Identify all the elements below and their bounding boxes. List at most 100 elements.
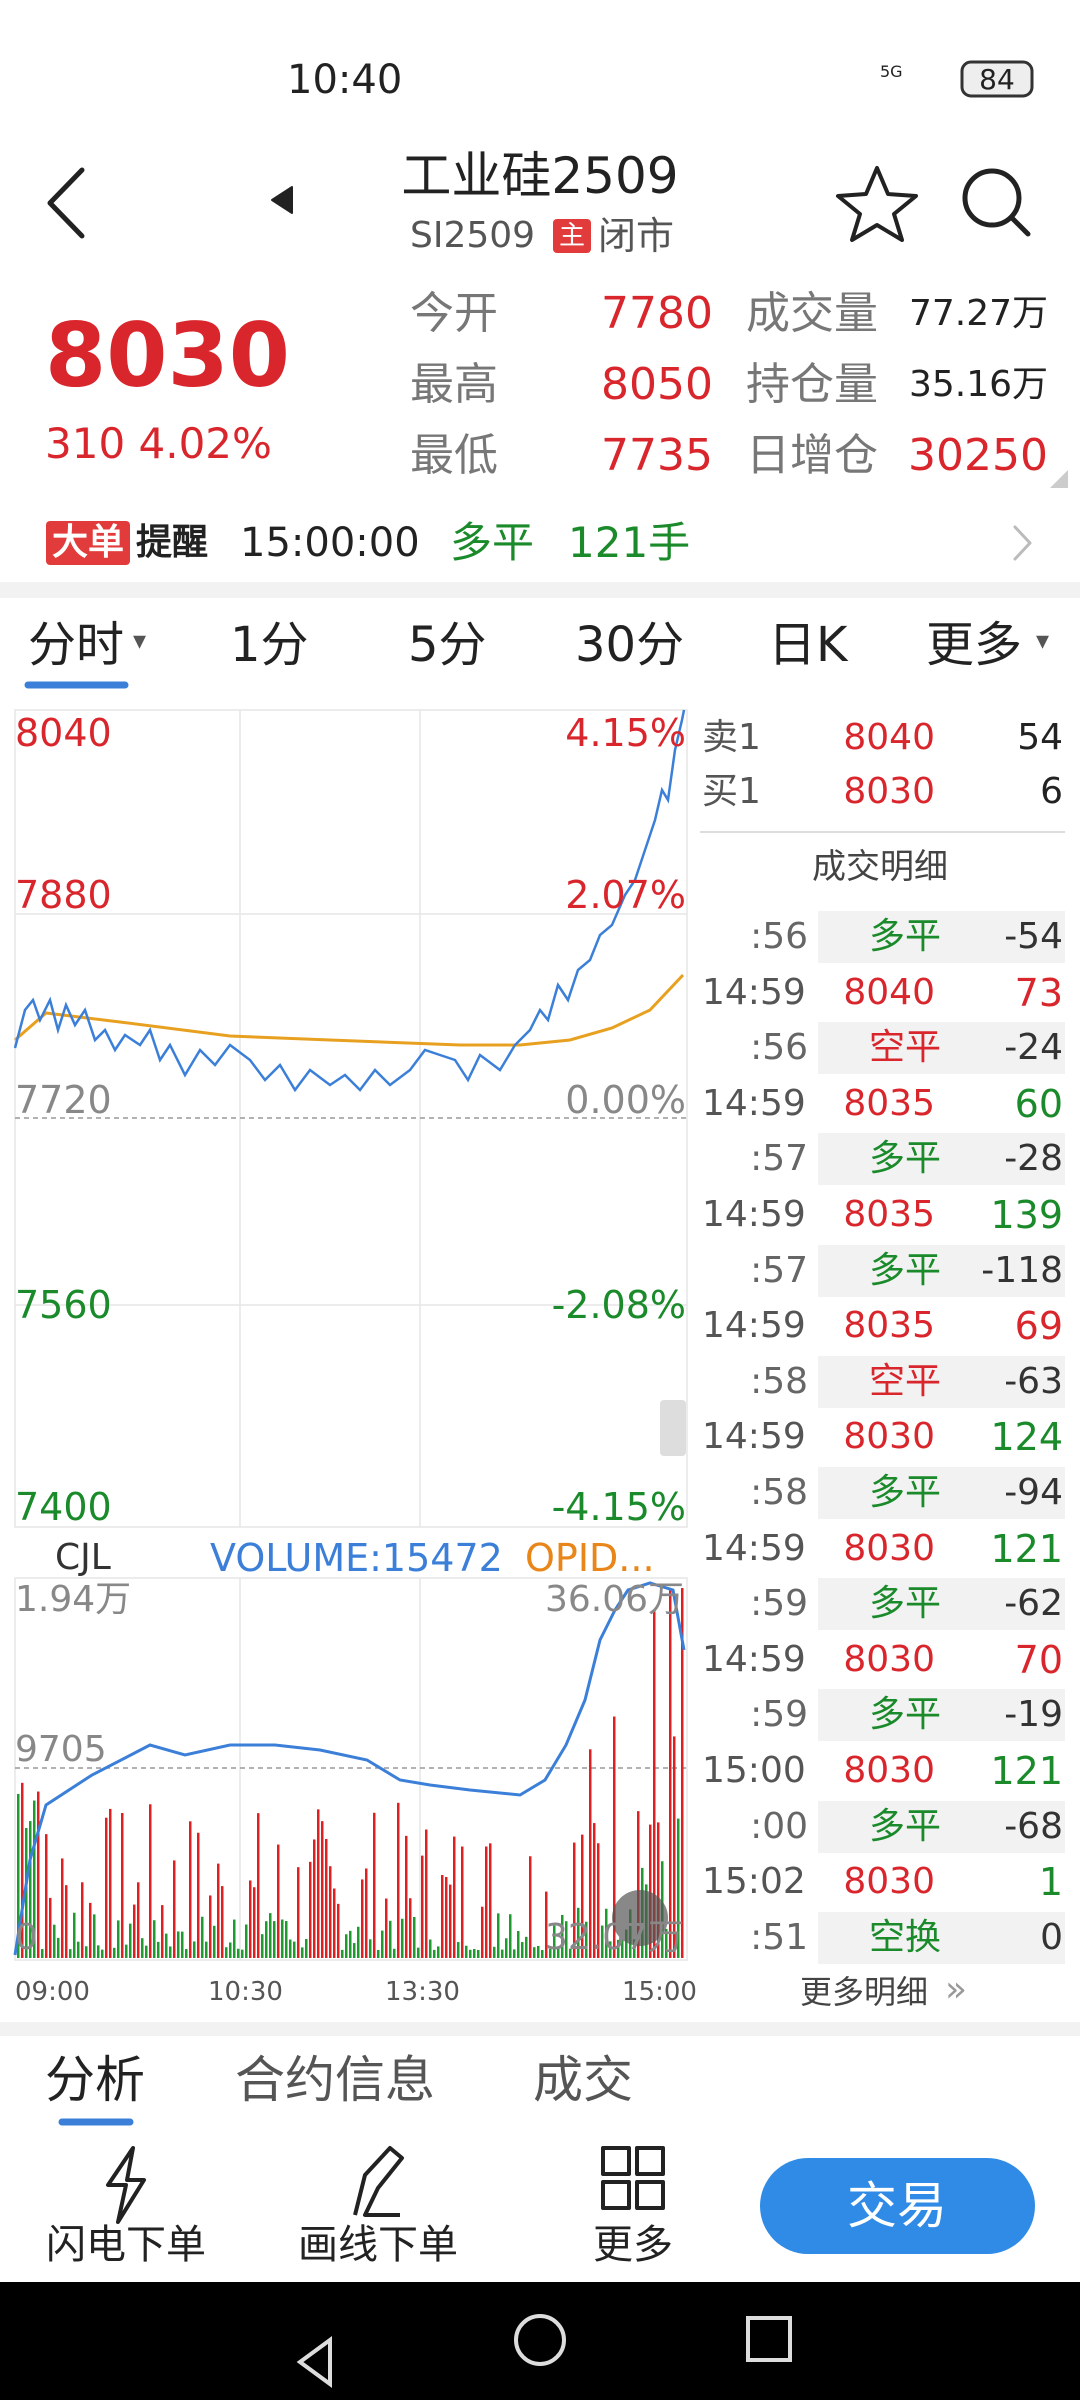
volume-bar: [457, 1942, 460, 1958]
flash-icon[interactable]: [106, 2146, 146, 2224]
indicator[interactable]: CJL: [55, 1537, 111, 1578]
trade-value: 0: [1040, 1916, 1063, 1958]
volume-bar: [657, 1822, 660, 1958]
trade-volume: 121: [990, 1749, 1063, 1793]
star-icon[interactable]: [836, 166, 918, 242]
trade-kind: 多平: [868, 1249, 942, 1291]
nav-home[interactable]: [514, 2314, 566, 2366]
volume-bar: [121, 1812, 124, 1958]
volume-bar: [673, 1736, 676, 1958]
time-axis-label: 13:30: [385, 1977, 460, 2007]
volume-bar: [421, 1855, 424, 1958]
volume-bar: [429, 1939, 432, 1958]
stat-value: 35.16万: [908, 364, 1048, 405]
chevron[interactable]: [1013, 525, 1032, 561]
trade-value: -62: [1004, 1583, 1063, 1625]
trade-volume: 60: [1014, 1081, 1063, 1126]
nav-recent[interactable]: [746, 2316, 792, 2362]
nav-back[interactable]: [296, 2336, 332, 2388]
volume-bars: [17, 1588, 684, 1958]
more-icon[interactable]: [601, 2146, 631, 2176]
trade-volume: 69: [1014, 1304, 1063, 1349]
volume-bar: [493, 1946, 496, 1958]
volume-bar: [129, 1923, 132, 1958]
trade-row-bg: [818, 1355, 1065, 1408]
volume-bar: [377, 1949, 380, 1958]
bottom-tab[interactable]: 分析: [45, 2051, 145, 2109]
more-trades[interactable]: 更多明细: [800, 1973, 929, 2011]
trade-button-bg[interactable]: [760, 2158, 1035, 2254]
volume-bar: [161, 1905, 164, 1958]
volume-bar: [353, 1943, 356, 1958]
prev-icon[interactable]: [271, 186, 293, 214]
trade-row-bg: [818, 911, 1065, 963]
volume-bar: [321, 1821, 324, 1958]
volume-bar: [437, 1946, 440, 1958]
volume-bar: [397, 1802, 400, 1958]
vol-label: 32.07万: [544, 1917, 684, 1958]
volume-bar: [481, 1906, 484, 1958]
volume-bar: [609, 1941, 612, 1958]
search-icon[interactable]: [962, 168, 1022, 228]
trade-row-bg: [818, 1689, 1065, 1742]
tab[interactable]: 日K: [768, 617, 848, 673]
price-line: [13, 709, 686, 1093]
pct-axis-label: 0.00%: [565, 1078, 686, 1122]
volume-bar: [189, 1821, 192, 1958]
alert-badge: 提醒: [136, 522, 209, 563]
chevrons: »: [945, 1969, 968, 2010]
depth-price: 8030: [843, 771, 935, 812]
depth-volume: 54: [1017, 717, 1063, 758]
toolbar-label[interactable]: 更多: [593, 2222, 673, 2268]
toolbar-label[interactable]: 闪电下单: [46, 2222, 206, 2268]
tab[interactable]: 更多: [926, 617, 1023, 673]
battery-level: 84: [979, 63, 1015, 96]
stat-value: 7780: [601, 288, 713, 339]
volume-bar: [225, 1947, 228, 1958]
volume-bar: [405, 1835, 408, 1958]
pct-axis-label: 2.07%: [565, 873, 686, 917]
trade-button[interactable]: 交易: [847, 2177, 947, 2235]
volume-bar: [385, 1898, 388, 1958]
volume-bar: [669, 1588, 672, 1958]
tab[interactable]: 30分: [575, 617, 685, 673]
volume-bar: [257, 1813, 260, 1958]
trade-kind: 多平: [868, 1694, 942, 1736]
draw-icon[interactable]: [353, 2146, 404, 2217]
divider: [0, 2022, 1080, 2036]
search-icon: [1009, 215, 1031, 237]
volume-bar: [73, 1912, 76, 1958]
time-axis-label: 15:00: [622, 1977, 697, 2007]
toolbar-label[interactable]: 画线下单: [298, 2222, 458, 2268]
expand-icon[interactable]: [612, 1890, 668, 1946]
volume-bar: [93, 1914, 96, 1958]
tab[interactable]: 1分: [230, 617, 309, 673]
trade-time: 14:59: [702, 1638, 806, 1680]
volume-bar: [341, 1949, 344, 1958]
tab[interactable]: 分时: [28, 617, 125, 673]
trade-kind: 空平: [868, 1360, 942, 1402]
volume-bar: [205, 1941, 208, 1958]
volume-bar: [181, 1931, 184, 1958]
volume-bar: [581, 1834, 584, 1958]
trade-volume: 139: [990, 1193, 1063, 1237]
stat-label: 持仓量: [746, 359, 878, 410]
trade-price: 8035: [843, 1082, 935, 1124]
vol-label: 9705: [15, 1729, 107, 1770]
tab[interactable]: 5分: [408, 617, 487, 673]
volume-bar: [21, 1782, 24, 1958]
volume-bar: [273, 1921, 276, 1958]
volume-bar: [677, 1818, 680, 1958]
trade-time: :56: [750, 1027, 808, 1069]
price-axis-label: 7560: [15, 1283, 112, 1327]
volume-bar: [605, 1908, 608, 1958]
volume-bar: [369, 1939, 372, 1958]
trade-row-bg: [818, 1022, 1065, 1075]
back-icon[interactable]: [47, 167, 85, 239]
bottom-tab[interactable]: 成交: [533, 2051, 633, 2109]
volume-bar: [209, 1895, 212, 1958]
panel-handle[interactable]: [660, 1400, 686, 1456]
bottom-tab[interactable]: 合约信息: [235, 2051, 435, 2109]
trade-price: 8030: [843, 1638, 935, 1680]
